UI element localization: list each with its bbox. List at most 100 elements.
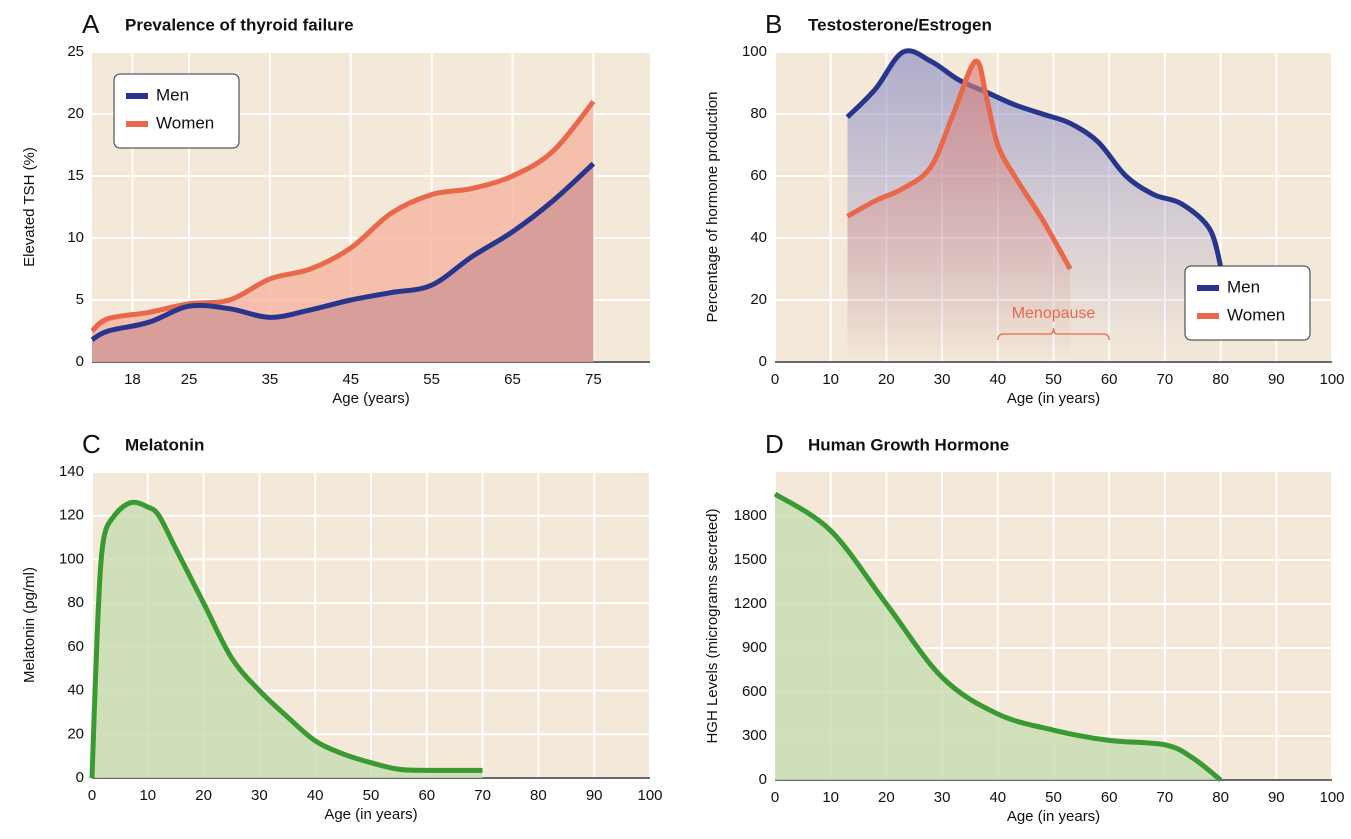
- area: [847, 61, 1071, 363]
- y-tick-label: 5: [76, 291, 84, 308]
- y-tick-label: 20: [67, 105, 84, 122]
- y-tick-label: 10: [67, 229, 84, 246]
- x-axis-label: Age (in years): [1007, 808, 1100, 825]
- y-tick-label: 60: [750, 167, 767, 184]
- line: [846, 58, 1073, 271]
- x-tick-label: 60: [1101, 371, 1118, 388]
- x-tick-label: 30: [934, 371, 951, 388]
- y-tick-label: 0: [759, 771, 767, 788]
- legend-label: Men: [156, 85, 189, 104]
- area: [775, 494, 1221, 780]
- panel-label: B: [765, 9, 782, 39]
- x-tick-label: 50: [1045, 789, 1062, 806]
- x-tick-label: 80: [1212, 789, 1229, 806]
- y-tick-label: 100: [59, 550, 84, 567]
- y-axis-label: Elevated TSH (%): [21, 147, 38, 267]
- line: [773, 491, 1223, 782]
- x-tick-label: 20: [195, 787, 212, 804]
- x-tick-label: 0: [88, 787, 96, 804]
- x-axis-label: Age (in years): [324, 806, 417, 823]
- y-axis-label: Melatonin (pg/ml): [21, 567, 38, 683]
- y-tick-label: 600: [742, 683, 767, 700]
- y-tick-label: 100: [742, 43, 767, 60]
- x-tick-label: 35: [262, 371, 279, 388]
- y-tick-label: 120: [59, 507, 84, 524]
- line: [845, 48, 1224, 267]
- x-tick-label: 75: [585, 371, 602, 388]
- y-tick-label: 1800: [734, 507, 767, 524]
- x-tick-label: 0: [771, 371, 779, 388]
- y-axis-label: Percentage of hormone production: [704, 92, 721, 323]
- x-tick-label: 10: [822, 371, 839, 388]
- x-tick-label: 10: [822, 789, 839, 806]
- x-tick-label: 80: [1212, 371, 1229, 388]
- x-tick-label: 50: [1045, 371, 1062, 388]
- annotation: Menopause: [1012, 305, 1096, 322]
- y-tick-label: 25: [67, 43, 84, 60]
- y-tick-label: 40: [67, 682, 84, 699]
- legend-label: Women: [156, 113, 214, 132]
- legend-box: [113, 73, 240, 149]
- x-tick-label: 40: [307, 787, 324, 804]
- line: [90, 100, 596, 333]
- x-tick-label: 40: [989, 371, 1006, 388]
- y-tick-label: 60: [67, 638, 84, 655]
- y-tick-label: 40: [750, 229, 767, 246]
- y-tick-label: 80: [67, 594, 84, 611]
- chart-title: Melatonin: [125, 435, 204, 454]
- x-tick-label: 45: [342, 371, 359, 388]
- x-tick-label: 70: [474, 787, 491, 804]
- chart-title: Testosterone/Estrogen: [808, 15, 992, 34]
- x-tick-label: 20: [878, 789, 895, 806]
- x-tick-label: 30: [934, 789, 951, 806]
- panel-label: A: [82, 9, 100, 39]
- x-tick-label: 18: [124, 371, 141, 388]
- panel-label: C: [82, 429, 101, 459]
- y-tick-label: 900: [742, 639, 767, 656]
- x-tick-label: 65: [504, 371, 521, 388]
- x-tick-label: 10: [139, 787, 156, 804]
- chart-title: Prevalence of thyroid failure: [125, 15, 354, 34]
- x-tick-label: 70: [1157, 789, 1174, 806]
- x-tick-label: 55: [423, 371, 440, 388]
- y-tick-label: 1200: [734, 595, 767, 612]
- x-tick-label: 100: [1319, 789, 1344, 806]
- legend-label: Men: [1227, 277, 1260, 296]
- x-axis-label: Age (in years): [1007, 390, 1100, 407]
- x-tick-label: 20: [878, 371, 895, 388]
- y-tick-label: 15: [67, 167, 84, 184]
- x-tick-label: 70: [1157, 371, 1174, 388]
- panel-label: D: [765, 429, 784, 459]
- chart-title: Human Growth Hormone: [808, 435, 1009, 454]
- x-tick-label: 90: [1268, 371, 1285, 388]
- area: [92, 163, 594, 362]
- legend-label: Women: [1227, 305, 1285, 324]
- area: [92, 502, 483, 778]
- y-tick-label: 20: [750, 291, 767, 308]
- x-tick-label: 100: [1319, 371, 1344, 388]
- y-tick-label: 20: [67, 725, 84, 742]
- x-tick-label: 80: [530, 787, 547, 804]
- line: [89, 499, 483, 779]
- x-tick-label: 0: [771, 789, 779, 806]
- x-axis-label: Age (years): [332, 390, 410, 407]
- x-tick-label: 90: [586, 787, 603, 804]
- legend-box: [1184, 265, 1311, 341]
- x-tick-label: 40: [989, 789, 1006, 806]
- y-tick-label: 300: [742, 727, 767, 744]
- x-tick-label: 50: [363, 787, 380, 804]
- y-tick-label: 0: [76, 769, 84, 786]
- y-axis-label: HGH Levels (micrograms secreted): [704, 508, 721, 743]
- x-tick-label: 30: [251, 787, 268, 804]
- y-tick-label: 140: [59, 463, 84, 480]
- x-tick-label: 60: [1101, 789, 1118, 806]
- y-tick-label: 80: [750, 105, 767, 122]
- x-tick-label: 100: [637, 787, 662, 804]
- annotation-brace: [997, 327, 1110, 341]
- x-tick-label: 90: [1268, 789, 1285, 806]
- line: [90, 161, 596, 342]
- y-tick-label: 0: [76, 353, 84, 370]
- y-tick-label: 0: [759, 353, 767, 370]
- y-tick-label: 1500: [734, 551, 767, 568]
